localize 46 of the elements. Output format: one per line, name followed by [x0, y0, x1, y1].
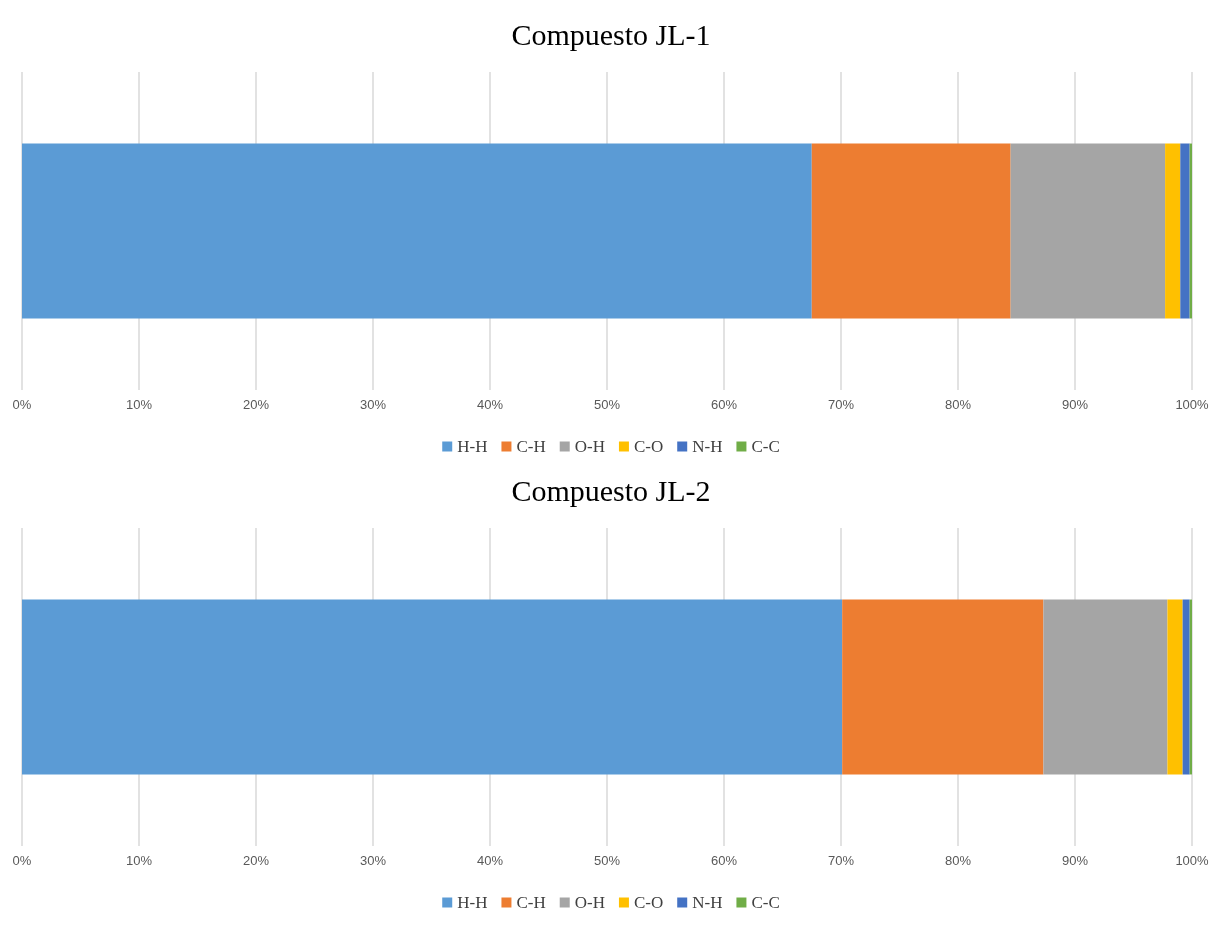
x-tick-label: 90% [1061, 397, 1089, 412]
x-tick-label: 10% [125, 853, 153, 868]
x-tick-label: 60% [710, 853, 738, 868]
x-tick-label: 30% [359, 397, 387, 412]
legend-label: H-H [457, 893, 488, 912]
x-tick-label: 0% [12, 397, 32, 412]
legend-label: O-H [574, 893, 605, 912]
x-tick-label: 20% [242, 397, 270, 412]
x-tick-label: 90% [1061, 853, 1089, 868]
x-tick-label: 50% [593, 397, 621, 412]
bar [22, 599, 843, 775]
x-tick-label: 70% [827, 853, 855, 868]
x-tick-label: 30% [359, 853, 387, 868]
x-tick-label: 20% [242, 853, 270, 868]
chart-title: Compuesto JL-2 [511, 473, 711, 507]
chart-title: Compuesto JL-1 [511, 17, 711, 51]
x-tick-label: 0% [12, 853, 32, 868]
bar [842, 599, 1044, 775]
x-tick-label: 80% [944, 397, 972, 412]
legend-label: C-O [633, 437, 664, 456]
bar [1043, 599, 1168, 775]
x-tick-label: 40% [476, 853, 504, 868]
legend-label: H-H [457, 437, 488, 456]
x-tick-label: 10% [125, 397, 153, 412]
x-tick-label: 40% [476, 397, 504, 412]
legend-label: N-H [692, 893, 723, 912]
bar [811, 143, 1011, 319]
bar [1010, 143, 1166, 319]
x-tick-label: 80% [944, 853, 972, 868]
legend-label: C-O [633, 893, 664, 912]
bar [1165, 143, 1181, 319]
legend-label: N-H [692, 437, 723, 456]
bar [1180, 143, 1190, 319]
x-tick-label: 100% [1175, 397, 1210, 412]
legend-label: C-H [516, 437, 546, 456]
legend-label: C-H [516, 893, 546, 912]
legend-label: C-C [751, 437, 780, 456]
x-tick-label: 50% [593, 853, 621, 868]
legend-label: C-C [751, 893, 780, 912]
x-tick-label: 60% [710, 397, 738, 412]
x-tick-label: 100% [1175, 853, 1210, 868]
bar [22, 143, 812, 319]
bar [1167, 599, 1183, 775]
bar [1182, 599, 1190, 775]
x-tick-label: 70% [827, 397, 855, 412]
legend-label: O-H [574, 437, 605, 456]
